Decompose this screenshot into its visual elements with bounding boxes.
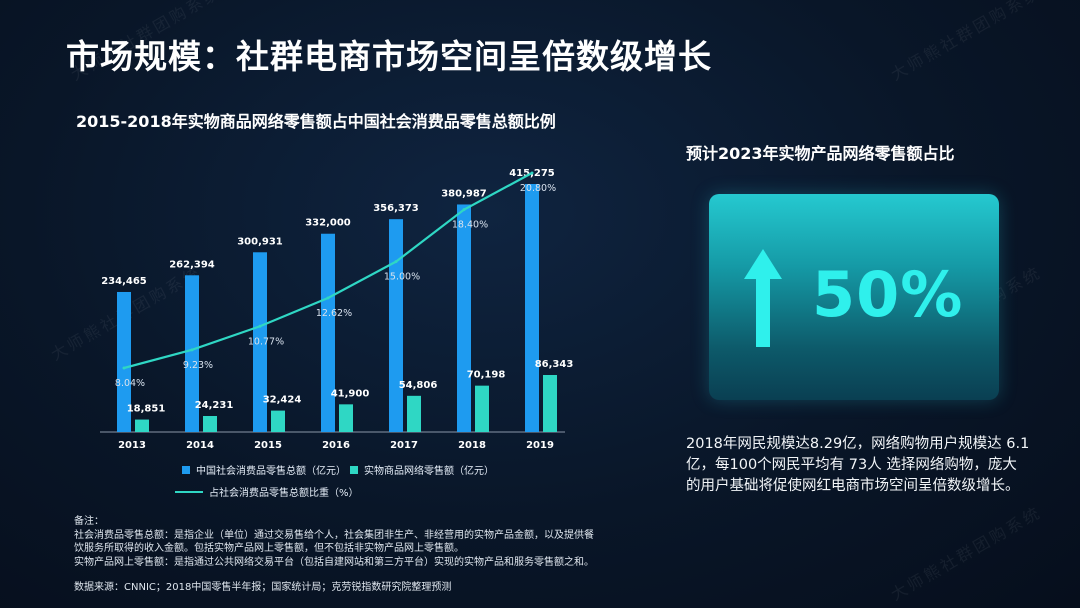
bar-total-label: 332,000 xyxy=(305,218,351,229)
bar-online-label: 86,343 xyxy=(535,359,574,370)
forecast-title: 预计2023年实物产品网络零售额占比 xyxy=(686,144,955,163)
bar-online xyxy=(203,416,217,432)
legend-swatch-total xyxy=(182,465,190,474)
notes-line: 社会消费品零售总额：是指企业（单位）通过交易售给个人，社会集团非生产、非经营用的… xyxy=(74,529,594,541)
bar-total-label: 380,987 xyxy=(441,188,487,199)
ratio-point xyxy=(530,171,534,175)
bar-online xyxy=(475,385,489,432)
notes: 备注： 社会消费品零售总额：是指企业（单位）通过交易售给个人，社会集团非生产、非… xyxy=(74,515,674,569)
legend-label-ratio: 占社会消费品零售总额比重（%） xyxy=(209,488,359,499)
x-tick-label: 2013 xyxy=(118,440,146,451)
ratio-point xyxy=(122,366,126,370)
data-source: 数据来源：CNNIC；2018中国零售半年报；国家统计局；克劳锐指数研究院整理预… xyxy=(74,582,452,593)
bar-total-label: 356,373 xyxy=(373,203,419,214)
x-tick-label: 2019 xyxy=(526,440,554,451)
bar-online xyxy=(407,395,421,432)
bar-total xyxy=(253,252,267,432)
combo-chart: 234,465 18,851 2013 262,394 24,231 2014 300,93… xyxy=(100,168,574,451)
bar-online xyxy=(339,404,353,432)
ratio-point xyxy=(190,348,194,352)
bar-online xyxy=(543,375,557,432)
legend-item-ratio: 占社会消费品零售总额比重（%） xyxy=(175,484,359,499)
ratio-point xyxy=(462,208,466,212)
x-tick-label: 2014 xyxy=(186,440,214,451)
x-tick-label: 2018 xyxy=(458,440,486,451)
notes-heading: 备注： xyxy=(74,516,104,527)
bar-online-label: 32,424 xyxy=(263,395,302,406)
ratio-label: 8.04% xyxy=(115,378,145,389)
page-title: 市场规模：社群电商市场空间呈倍数级增长 xyxy=(66,37,712,76)
legend-label-total: 中国社会消费品零售总额（亿元） xyxy=(196,466,346,477)
forecast-description: 2018年网民规模达8.29亿，网络购物用户规模达 6.1亿，每100个网民平均… xyxy=(686,436,1030,494)
ratio-point xyxy=(394,260,398,264)
bar-online-label: 54,806 xyxy=(399,380,438,391)
bar-total xyxy=(185,275,199,432)
ratio-point xyxy=(326,296,330,300)
bar-online xyxy=(271,410,285,432)
ratio-label: 12.62% xyxy=(316,308,352,319)
watermark: 大师熊社群团购系统 xyxy=(887,502,1046,605)
bar-online-label: 18,851 xyxy=(127,404,166,415)
ratio-point xyxy=(258,324,262,328)
bar-total xyxy=(457,204,471,432)
bar-total-label: 300,931 xyxy=(237,236,283,247)
chart-title: 2015-2018年实物商品网络零售额占中国社会消费品零售总额比例 xyxy=(76,112,556,131)
notes-line: 饮服务所取得的收入金额。包括实物产品网上零售额，但不包括非实物产品网上零售额。 xyxy=(74,543,464,554)
bar-total-label: 262,394 xyxy=(169,259,215,270)
bar-total xyxy=(525,184,539,432)
bar-online xyxy=(135,419,149,432)
ratio-label: 18.40% xyxy=(452,220,488,231)
arrow-up-icon xyxy=(744,249,782,347)
legend-swatch-ratio xyxy=(175,490,203,493)
x-tick-label: 2016 xyxy=(322,440,350,451)
legend-swatch-online xyxy=(350,465,358,474)
ratio-label: 9.23% xyxy=(183,360,213,371)
watermark: 大师熊社群团购系统 xyxy=(887,0,1046,85)
legend-item-online: 实物商品网络零售额（亿元） xyxy=(350,462,494,477)
legend-label-online: 实物商品网络零售额（亿元） xyxy=(364,466,494,477)
bar-online-label: 70,198 xyxy=(467,370,506,381)
bar-online-label: 41,900 xyxy=(331,388,370,399)
bar-total-label: 234,465 xyxy=(101,276,147,287)
legend-item-total: 中国社会消费品零售总额（亿元） xyxy=(182,462,346,477)
forecast-value: 50% xyxy=(812,258,964,331)
bar-online-label: 24,231 xyxy=(195,400,234,411)
notes-line: 实物产品网上零售额：是指通过公共网络交易平台（包括自建网站和第三方平台）实现的实… xyxy=(74,556,594,568)
x-tick-label: 2017 xyxy=(390,440,418,451)
ratio-label: 15.00% xyxy=(384,272,420,283)
ratio-label: 10.77% xyxy=(248,336,284,347)
bar-total xyxy=(389,219,403,432)
x-tick-label: 2015 xyxy=(254,440,282,451)
bar-total xyxy=(117,291,131,432)
ratio-label: 20.80% xyxy=(520,183,556,194)
bar-total xyxy=(321,233,335,432)
